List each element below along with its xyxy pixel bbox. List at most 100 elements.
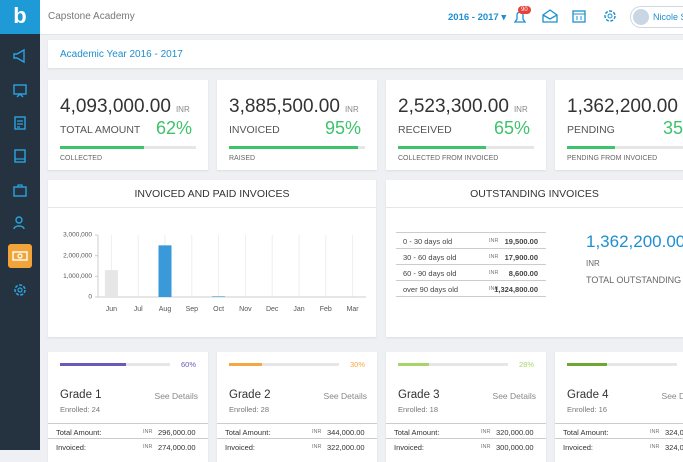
- grade-progress-track: [567, 363, 677, 366]
- stat-caption: COLLECTED: [60, 155, 102, 162]
- grade-name: Grade 4: [567, 389, 609, 401]
- mail-icon[interactable]: [542, 9, 558, 23]
- year-selector[interactable]: 2016 - 2017 ▾: [448, 12, 506, 23]
- currency: INR: [345, 105, 359, 114]
- grade-progress-track: [229, 363, 339, 366]
- row-amount: 1,324,800.00: [494, 285, 538, 294]
- outstanding-label: TOTAL OUTSTANDING: [586, 275, 681, 285]
- row-amount: 8,600.00: [509, 269, 538, 278]
- logo[interactable]: b: [0, 0, 40, 34]
- row-amount: 324,000.00: [665, 428, 683, 437]
- grade-percent: 60%: [181, 360, 196, 369]
- grade-progress-track: [398, 363, 508, 366]
- progress-bar: [229, 146, 358, 149]
- dashboard: {"sidebar":{"logo":"b"}, "header":{"app_…: [0, 0, 683, 450]
- currency: INR: [176, 105, 190, 114]
- settings-icon[interactable]: [603, 9, 617, 23]
- x-tick-label: Mar: [347, 306, 360, 313]
- row-amount: 274,000.00: [158, 443, 196, 452]
- divider: [386, 207, 683, 208]
- outstanding-row: 60 - 90 days old INR 8,600.00: [396, 265, 546, 281]
- grade-percent: 30%: [350, 360, 365, 369]
- age-bucket: 60 - 90 days old: [403, 269, 456, 278]
- grade-name: Grade 1: [60, 389, 102, 401]
- row-amount: 344,000.00: [327, 428, 365, 437]
- progress-bar: [398, 146, 486, 149]
- academic-year-bar: Academic Year 2016 - 2017: [48, 40, 683, 68]
- stat-caption: PENDING FROM INVOICED: [567, 155, 657, 162]
- nav-users[interactable]: [8, 211, 32, 235]
- progress-track: [60, 146, 196, 149]
- grade-progress-bar: [60, 363, 126, 366]
- x-tick-label: Oct: [213, 306, 224, 313]
- nav-briefcase[interactable]: [8, 178, 32, 202]
- nav-board[interactable]: [8, 78, 32, 102]
- progress-track: [567, 146, 683, 149]
- stat-percent: 35%: [663, 118, 683, 139]
- nav-fees-active[interactable]: [8, 244, 32, 268]
- row-amount: 300,000.00: [496, 443, 534, 452]
- academic-year: Academic Year 2016 - 2017: [60, 49, 183, 60]
- app-name: Capstone Academy: [48, 11, 135, 22]
- row-currency: INR: [481, 444, 490, 450]
- row-amount: 296,000.00: [158, 428, 196, 437]
- enrolled: Enrolled: 16: [567, 405, 607, 414]
- user-menu[interactable]: Nicole S: [630, 6, 683, 28]
- row-currency: INR: [489, 270, 498, 276]
- nav-announcements[interactable]: [8, 44, 32, 68]
- grade-card: Grade 4 See Details Enrolled: 16 Total Amou…: [555, 352, 683, 462]
- see-details[interactable]: See Details: [155, 391, 198, 401]
- stat-label: TOTAL AMOUNT: [60, 124, 140, 136]
- grade-progress-bar: [229, 363, 262, 366]
- progress-bar: [567, 146, 615, 149]
- y-tick-label: 0: [88, 294, 92, 301]
- nav-reports[interactable]: [8, 111, 32, 135]
- row-label: Invoiced:: [225, 443, 255, 452]
- stat-caption: COLLECTED FROM INVOICED: [398, 155, 498, 162]
- see-details[interactable]: See Details: [493, 391, 536, 401]
- x-tick-label: Jan: [293, 306, 304, 313]
- row-label: Invoiced:: [563, 443, 593, 452]
- row-currency: INR: [312, 444, 321, 450]
- nav-settings[interactable]: [8, 278, 32, 302]
- user-name: Nicole S: [653, 12, 683, 22]
- row-currency: INR: [312, 429, 321, 435]
- row-label: Total Amount:: [56, 428, 101, 437]
- x-tick-label: Nov: [239, 306, 252, 313]
- grade-name: Grade 3: [398, 389, 440, 401]
- row-currency: INR: [481, 429, 490, 435]
- amount-row: 3,885,500.00 INR: [229, 96, 359, 118]
- row-currency: INR: [489, 238, 498, 244]
- progress-track: [398, 146, 534, 149]
- nav-books[interactable]: [8, 144, 32, 168]
- age-bucket: 0 - 30 days old: [403, 237, 452, 246]
- enrolled: Enrolled: 24: [60, 405, 100, 414]
- see-details[interactable]: See Details: [324, 391, 367, 401]
- calendar-icon[interactable]: [572, 9, 586, 23]
- y-tick-label: 3,000,000: [63, 232, 92, 239]
- amount: 1,362,200.00: [567, 96, 678, 117]
- x-tick-label: Feb: [320, 306, 332, 313]
- grade-percent: 28%: [519, 360, 534, 369]
- see-details[interactable]: See Details: [662, 391, 683, 401]
- grade-card: 60% Grade 1 See Details Enrolled: 24 Total A…: [48, 352, 208, 462]
- stat-label: PENDING: [567, 124, 615, 136]
- x-tick-label: Jun: [106, 306, 117, 313]
- year-text: 2016 - 2017: [448, 12, 499, 23]
- amount: 3,885,500.00: [229, 96, 340, 117]
- grade-progress-track: [60, 363, 170, 366]
- row-amount: 322,000.00: [327, 443, 365, 452]
